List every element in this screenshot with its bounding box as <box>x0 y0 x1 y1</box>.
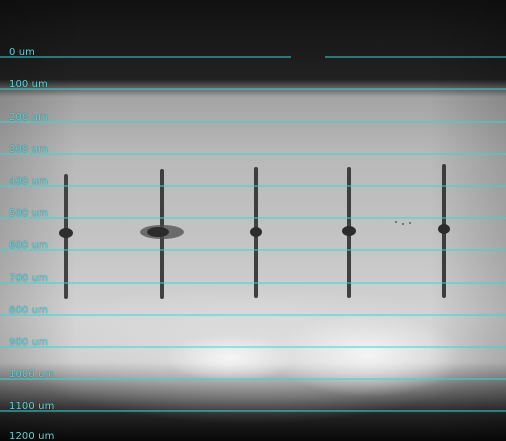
scale-label-0: 0 um <box>9 47 36 58</box>
scale-label-300: 300 um <box>9 144 48 155</box>
scale-label-800: 800 um <box>9 305 48 316</box>
sample-filament-5 <box>438 164 450 298</box>
sample-filament-1 <box>59 174 73 299</box>
sample-filament-2 <box>140 169 184 299</box>
sample-filament-3 <box>250 167 262 298</box>
scale-label-700: 700 um <box>9 273 48 284</box>
scale-label-1000: 1000 um <box>9 369 55 380</box>
scale-label-600: 600 um <box>9 240 48 251</box>
sample-filaments <box>59 164 450 299</box>
scale-label-500: 500 um <box>9 208 48 219</box>
scale-label-100: 100 um <box>9 79 48 90</box>
scale-label-400: 400 um <box>9 176 48 187</box>
scale-label-900: 900 um <box>9 337 48 348</box>
scale-label-1200: 1200 um <box>9 431 55 441</box>
sample-filament-4 <box>342 167 412 298</box>
scale-label-200: 200 um <box>9 112 48 123</box>
scale-label-1100: 1100 um <box>9 401 55 412</box>
